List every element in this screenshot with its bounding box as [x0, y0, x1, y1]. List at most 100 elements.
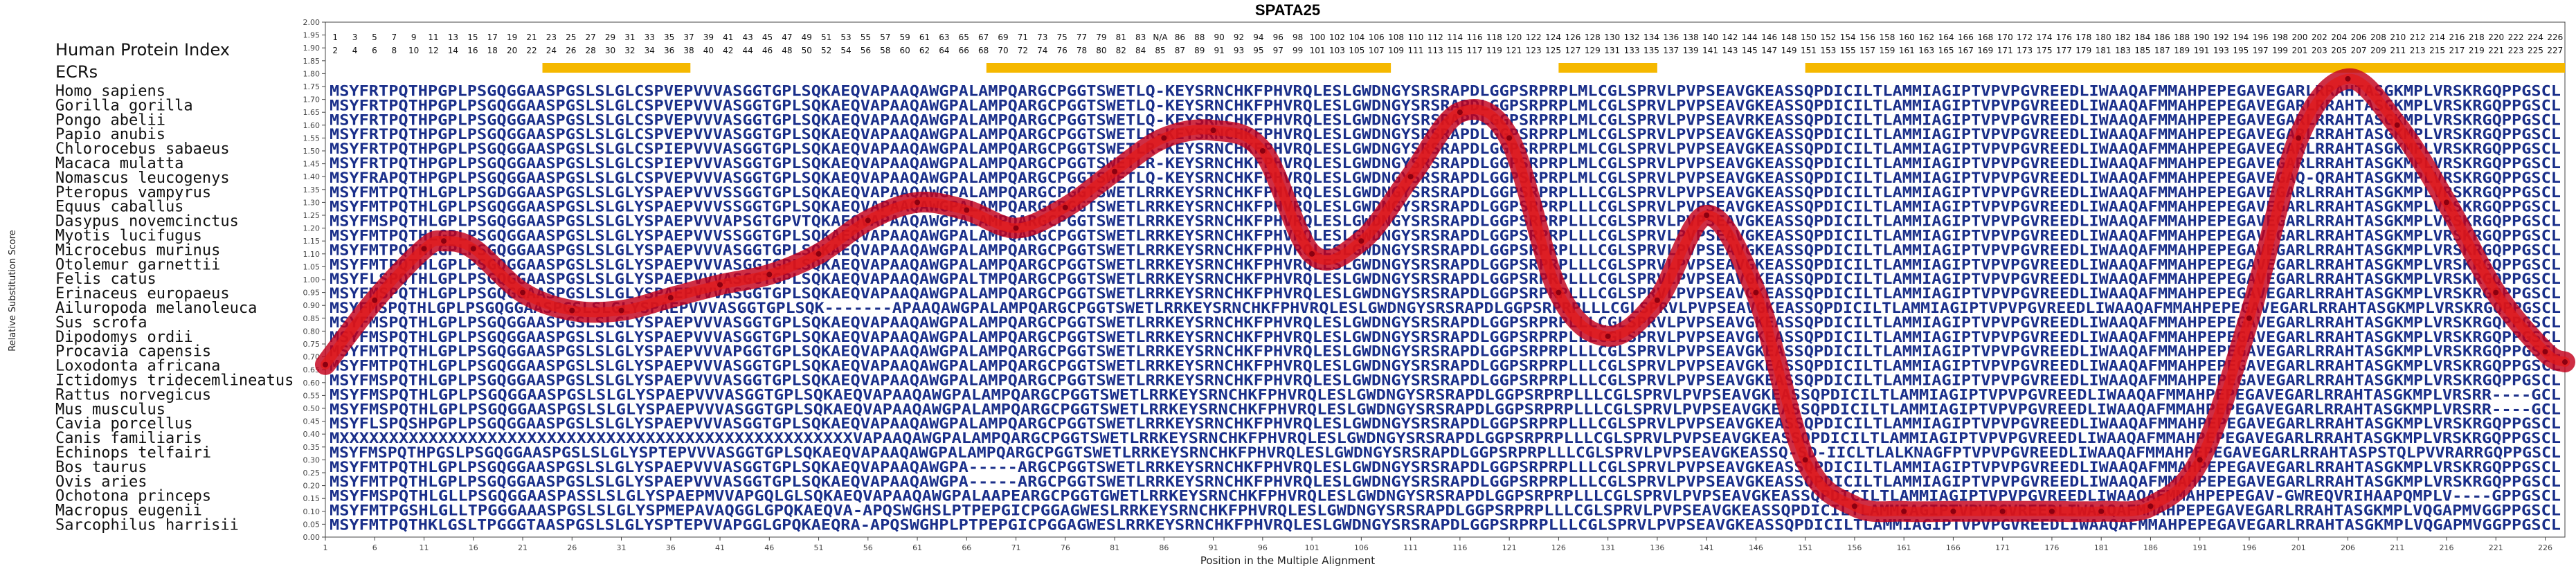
protein-index-top: 160 [1899, 33, 1915, 42]
protein-index-top: 19 [507, 33, 517, 42]
species-name: Gorilla gorilla [55, 97, 193, 114]
protein-index-bottom: 145 [1742, 46, 1758, 55]
species-name: Loxodonta africana [55, 358, 220, 375]
protein-index-label: Human Protein Index [55, 40, 230, 60]
protein-index-bottom: 8 [391, 46, 397, 55]
species-name: Dasypus novemcinctus [55, 213, 239, 230]
y-tick-label: 1.85 [303, 57, 321, 66]
protein-index-bottom: 52 [821, 46, 831, 55]
curve-point [421, 246, 427, 252]
species-name: Bos taurus [55, 459, 147, 476]
x-tick-label: 41 [715, 543, 725, 552]
protein-index-top: 13 [448, 33, 458, 42]
protein-index-bottom: 18 [487, 46, 498, 55]
protein-index-bottom: 185 [2134, 46, 2150, 55]
y-tick-label: 0.80 [303, 327, 321, 336]
protein-index-top: 218 [2469, 33, 2485, 42]
protein-index-bottom: 56 [861, 46, 871, 55]
x-tick-label: 216 [2439, 543, 2453, 552]
species-name: Felis catus [55, 271, 156, 288]
protein-index-top: 192 [2213, 33, 2229, 42]
x-tick-label: 121 [1502, 543, 1517, 552]
species-name: Nomascus leucogenys [55, 170, 230, 187]
y-tick-label: 1.15 [303, 237, 321, 246]
protein-index-bottom: 223 [2508, 46, 2524, 55]
x-tick-label: 6 [372, 543, 377, 552]
protein-index-bottom: 201 [2291, 46, 2307, 55]
protein-index-bottom: 109 [1388, 46, 1404, 55]
x-tick-label: 116 [1452, 543, 1467, 552]
curve-point [2394, 122, 2400, 128]
protein-index-bottom: 82 [1116, 46, 1126, 55]
x-tick-label: 26 [567, 543, 577, 552]
y-tick-label: 1.20 [303, 224, 321, 233]
protein-index-top: 108 [1388, 33, 1404, 42]
protein-index-bottom: 143 [1722, 46, 1738, 55]
curve-point [1851, 503, 1857, 509]
protein-index-top: 53 [840, 33, 851, 42]
x-tick-label: 171 [1995, 543, 2010, 552]
protein-index-top: 196 [2253, 33, 2269, 42]
protein-index-top: 162 [1918, 33, 1934, 42]
protein-index-top: 81 [1116, 33, 1126, 42]
protein-index-top: 96 [1273, 33, 1284, 42]
species-name: Ailuropoda melanoleuca [55, 300, 257, 317]
x-tick-label: 156 [1847, 543, 1862, 552]
curve-point [1062, 204, 1068, 210]
protein-index-bottom: 181 [2096, 46, 2111, 55]
protein-index-top: 198 [2272, 33, 2288, 42]
y-tick-label: 1.75 [303, 82, 321, 91]
protein-index-bottom: 189 [2174, 46, 2190, 55]
x-tick-label: 71 [1011, 543, 1021, 552]
protein-index-top: 57 [880, 33, 890, 42]
y-tick-label: 1.10 [303, 250, 321, 259]
protein-index-top: 156 [1859, 33, 1875, 42]
protein-index-bottom: 111 [1407, 46, 1423, 55]
protein-index-top: 86 [1175, 33, 1185, 42]
y-tick-label: 1.55 [303, 134, 321, 143]
curve-point [1358, 238, 1364, 244]
y-axis-label: Relative Substitution Score [8, 230, 18, 352]
protein-index-top: 166 [1958, 33, 1974, 42]
protein-index-bottom: 159 [1880, 46, 1895, 55]
protein-index-bottom: 205 [2331, 46, 2347, 55]
protein-index-top: 152 [1820, 33, 1836, 42]
x-tick-label: 81 [1110, 543, 1119, 552]
x-tick-label: 51 [814, 543, 824, 552]
protein-index-top: 226 [2547, 33, 2563, 42]
protein-index-top: 220 [2488, 33, 2504, 42]
protein-index-bottom: 93 [1234, 46, 1244, 55]
protein-index-bottom: 211 [2390, 46, 2406, 55]
x-tick-label: 161 [1897, 543, 1911, 552]
protein-index-top: 132 [1624, 33, 1640, 42]
y-tick-label: 0.70 [303, 353, 321, 362]
protein-index-bottom: 191 [2194, 46, 2210, 55]
curve-point [2296, 135, 2302, 141]
curve-point [1605, 333, 1611, 339]
protein-index-bottom: 165 [1938, 46, 1954, 55]
protein-index-bottom: 58 [880, 46, 890, 55]
x-tick-label: 141 [1700, 543, 1714, 552]
protein-index-top: 29 [605, 33, 615, 42]
ecr-block [986, 63, 1391, 73]
y-tick-label: 0.60 [303, 379, 321, 388]
protein-index-top: 67 [978, 33, 989, 42]
y-tick-label: 0.10 [303, 507, 321, 516]
protein-index-top: 106 [1369, 33, 1385, 42]
alignment-sequence: MSYFMTPQTHLGPLPSGQGGAASPGSLSLGLYSPAEPVVV… [330, 343, 2561, 360]
y-tick-label: 1.45 [303, 160, 321, 169]
species-name: Myotis lucifugus [55, 227, 202, 244]
protein-index-bottom: 225 [2528, 46, 2543, 55]
protein-index-bottom: 103 [1329, 46, 1345, 55]
protein-index-top: 114 [1447, 33, 1463, 42]
protein-index-bottom: 147 [1761, 46, 1777, 55]
protein-index-bottom: 10 [408, 46, 419, 55]
curve-point [1901, 508, 1907, 514]
protein-index-bottom: 227 [2547, 46, 2563, 55]
protein-index-top: 188 [2174, 33, 2190, 42]
protein-index-bottom: 20 [507, 46, 517, 55]
x-tick-label: 111 [1403, 543, 1418, 552]
protein-index-bottom: 115 [1447, 46, 1463, 55]
protein-index-top: 112 [1427, 33, 1443, 42]
protein-index-top: 222 [2508, 33, 2524, 42]
